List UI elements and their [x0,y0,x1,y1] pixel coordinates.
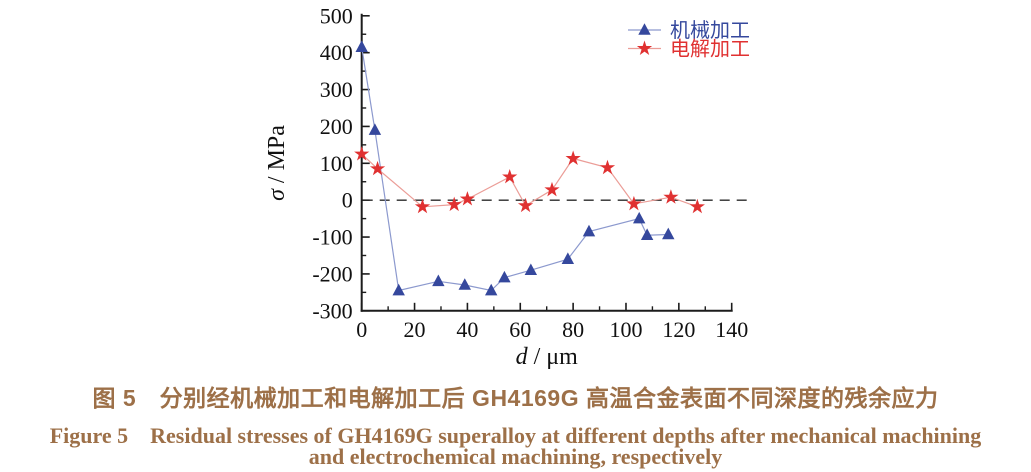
data-point-marker [633,211,646,224]
data-point-marker [392,283,405,296]
x-tick-label: 80 [562,317,584,342]
legend-label: 机械加工 [670,19,750,42]
y-axis-label-symbol: σ [264,188,290,201]
series-line [361,153,698,208]
x-axis-label-symbol: d [516,344,529,370]
residual-stress-chart: -300 -200 -100 0 100 200 300 400 500 0 20 40 60 80 100… [264,3,752,370]
data-point-marker [524,263,538,276]
data-point-marker [446,196,462,212]
y-tick-label: -200 [312,261,352,286]
y-tick-label: 0 [342,188,353,213]
data-point-marker [544,181,560,197]
x-tick-label: 20 [404,317,426,342]
x-tick-label: 60 [509,317,531,342]
data-point-marker [599,159,616,175]
x-tick-label: 0 [356,317,367,342]
caption-chinese: 图 5 分别经机械加工和电解加工后 GH4169G 高温合金表面不同深度的残余应… [92,385,939,411]
data-point-marker [458,278,471,290]
legend-item-0: 机械加工 [628,19,750,42]
y-tick-label: 100 [320,151,353,176]
x-tick-label: 140 [715,317,748,342]
data-point-marker [354,146,370,161]
y-tick-label: 300 [320,77,353,102]
caption-english-line1: Figure 5 Residual stresses of GH4169G su… [49,423,982,448]
data-point-marker [638,23,651,35]
y-axis-label: σ / MPa [264,125,290,201]
legend-label: 电解加工 [670,38,750,61]
data-point-marker [565,150,581,165]
y-axis-label-unit: / MPa [264,125,290,189]
data-point-marker [662,227,675,240]
data-point-marker [485,283,498,296]
y-tick-label: 200 [320,114,353,139]
data-point-marker [517,197,534,213]
y-tick-label: 400 [320,40,353,65]
x-tick-label: 100 [609,317,642,342]
data-point-marker [414,198,431,214]
data-point-marker [459,191,476,206]
data-point-marker [663,189,679,204]
x-axis-label-unit: / μm [528,344,579,370]
data-point-marker [498,270,511,283]
y-tick-label: -100 [312,225,352,250]
series-line [361,47,669,292]
y-tick-label: 500 [320,3,353,28]
x-tick-label: 40 [456,317,478,342]
caption-english-line2: and electrochemical machining, respectiv… [308,444,723,469]
data-point-marker [369,160,386,176]
data-point-marker [626,195,642,211]
data-point-marker [561,252,575,264]
data-point-marker [355,40,368,52]
data-point-marker [689,198,705,214]
data-point-marker [502,168,518,184]
y-tick-label: -300 [312,298,352,323]
series-0 [355,40,675,296]
data-point-marker [636,40,653,55]
series-1 [354,146,705,214]
data-point-marker [582,224,596,237]
data-point-marker [368,123,382,135]
data-point-marker [640,228,654,241]
data-point-marker [432,274,445,287]
x-tick-label: 120 [662,317,695,342]
x-axis-label: d / μm [516,344,579,370]
legend-item-1: 电解加工 [628,38,750,61]
axes: -300 -200 -100 0 100 200 300 400 500 0 20 40 60 80 100… [312,3,748,342]
